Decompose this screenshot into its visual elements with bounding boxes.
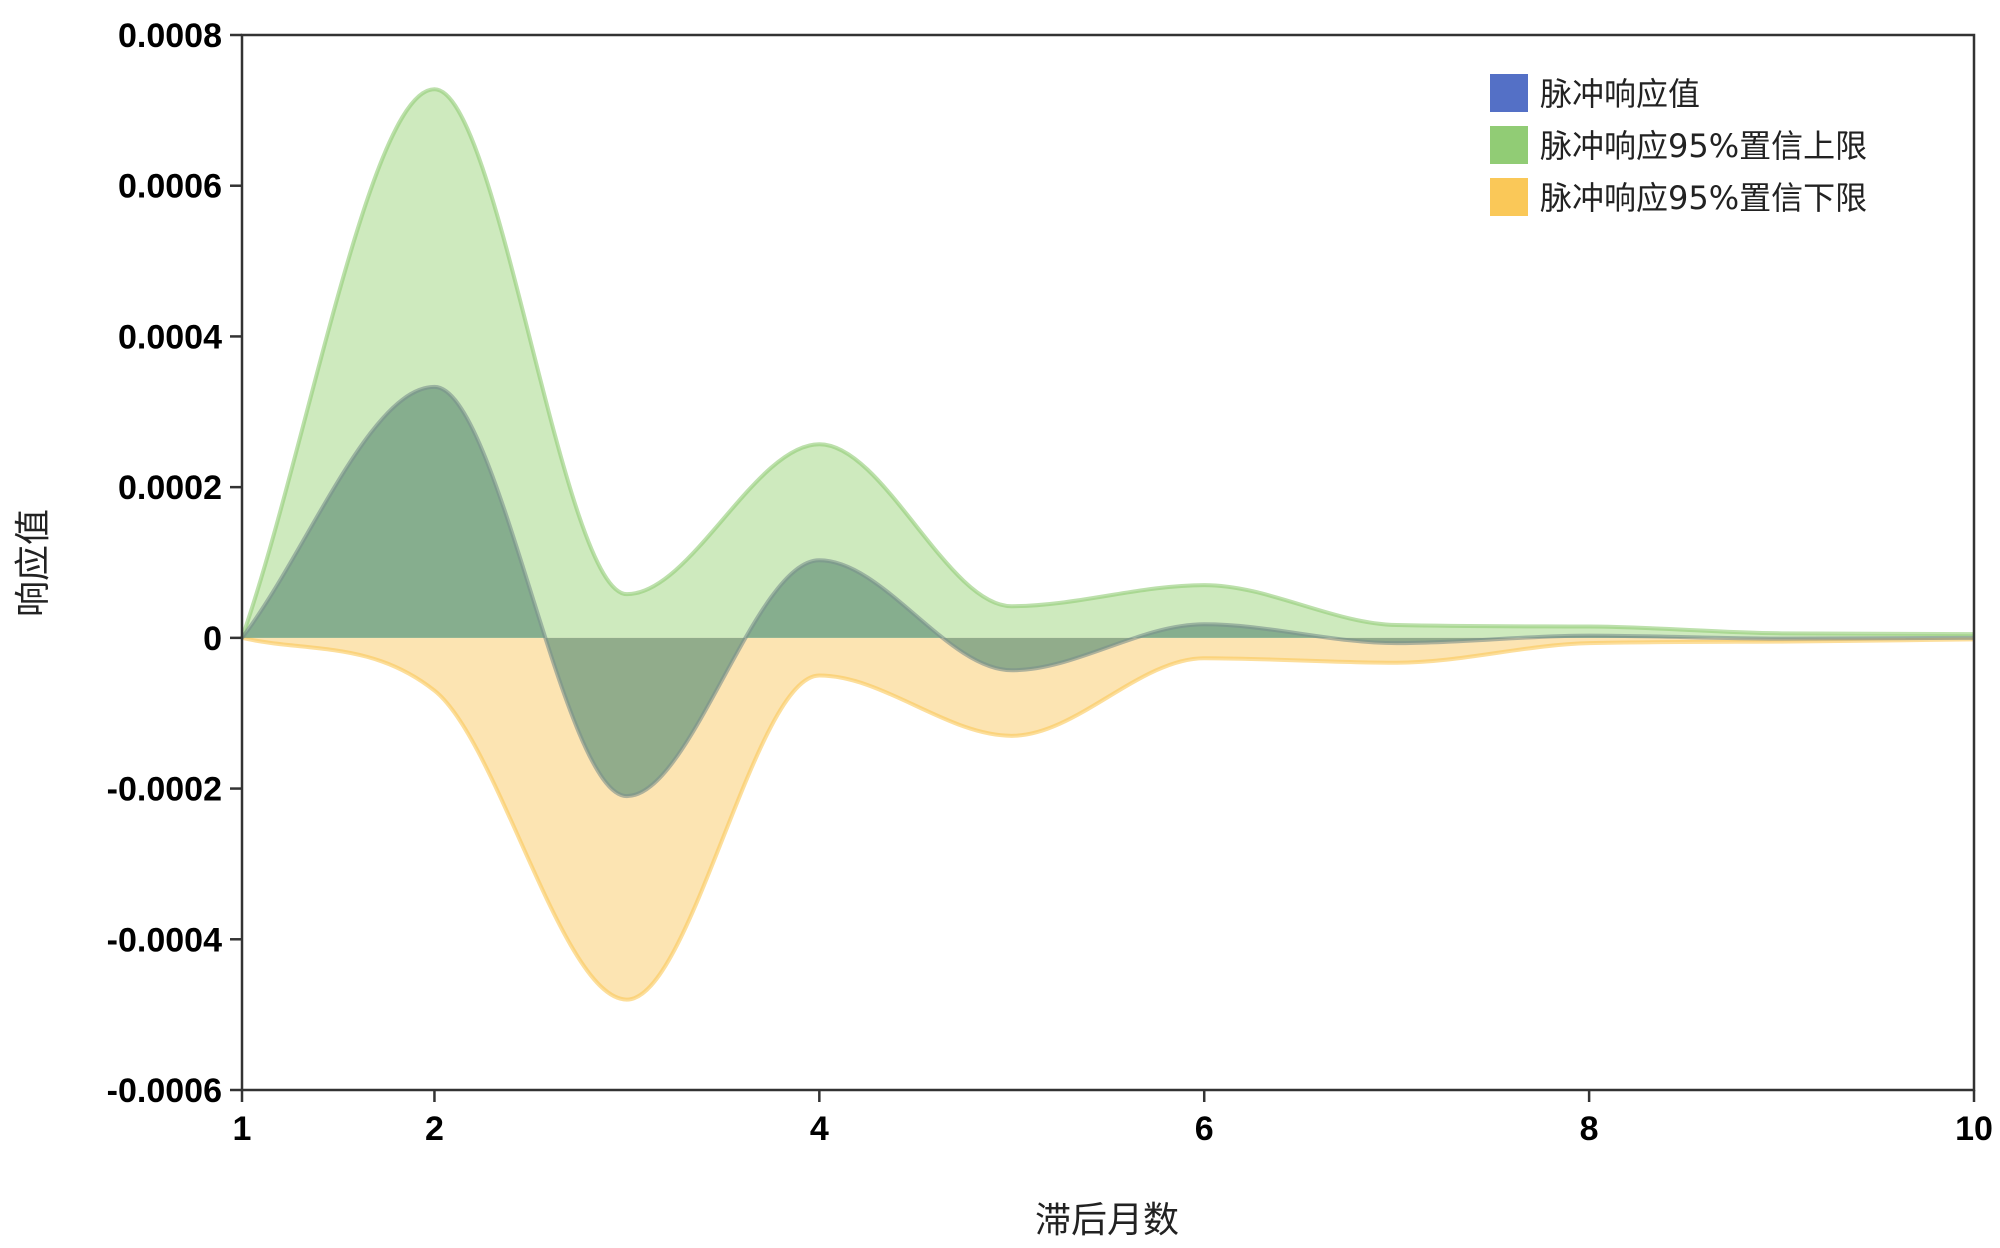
y-tick-label: 0.0008 <box>118 17 222 55</box>
y-tick-label: -0.0002 <box>107 771 222 809</box>
legend-swatch <box>1490 178 1528 216</box>
x-axis-title: 滞后月数 <box>1035 1200 1179 1241</box>
series-line <box>240 87 1975 639</box>
legend-item: 脉冲响应值 <box>1490 74 1700 113</box>
plot-frame <box>240 33 1976 1092</box>
y-tick-label: 0.0006 <box>118 168 222 206</box>
y-axis-title: 响应值 <box>13 509 54 617</box>
series-areas <box>240 87 1975 1002</box>
y-tick-label: 0.0002 <box>118 469 222 507</box>
y-tick-label: -0.0006 <box>107 1072 222 1110</box>
x-tick-label: 10 <box>1955 1110 1993 1148</box>
x-tick-label: 4 <box>810 1110 829 1148</box>
y-tick-label: 0 <box>203 620 222 658</box>
y-axis: 0.0008 0.0006 0.0004 0.0002 0 -0.0002 -0.0004 -… <box>107 17 242 1110</box>
y-tick-label: -0.0004 <box>107 921 222 959</box>
legend-item: 脉冲响应95%置信下限 <box>1490 178 1867 217</box>
x-tick-label: 8 <box>1580 1110 1599 1148</box>
x-tick-label: 6 <box>1195 1110 1214 1148</box>
series-group <box>240 384 1975 799</box>
x-tick-label: 2 <box>425 1110 444 1148</box>
x-axis: 1 2 4 6 8 10 <box>233 1090 1993 1148</box>
series-line <box>241 635 1975 1002</box>
series-area <box>242 386 1974 797</box>
series-line <box>240 384 1975 799</box>
legend-label: 脉冲响应值 <box>1540 75 1700 113</box>
legend-item: 脉冲响应95%置信上限 <box>1490 126 1867 165</box>
y-tick-label: 0.0004 <box>118 318 222 356</box>
legend-swatch <box>1490 74 1528 112</box>
legend-swatch <box>1490 126 1528 164</box>
x-tick-label: 1 <box>233 1110 252 1148</box>
legend-label: 脉冲响应95%置信下限 <box>1540 179 1867 217</box>
legend-label: 脉冲响应95%置信上限 <box>1540 127 1867 165</box>
